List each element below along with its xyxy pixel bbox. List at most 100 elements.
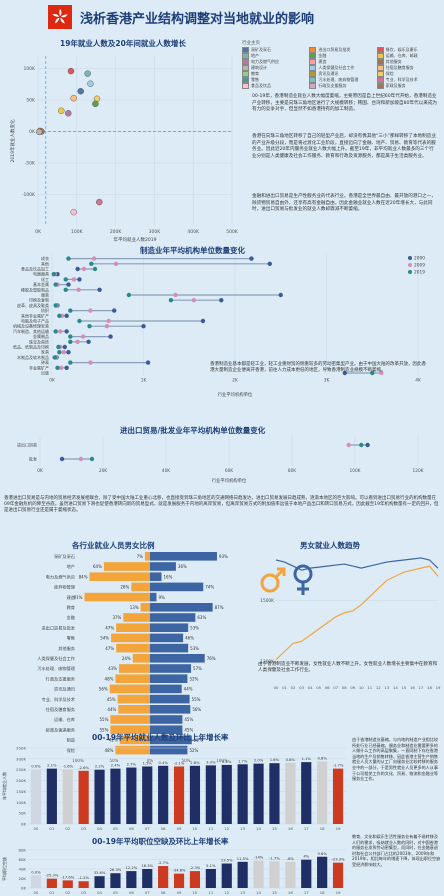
x-tick-label: 50% bbox=[110, 758, 119, 763]
x-tick-label: 06 bbox=[129, 826, 134, 831]
female-bar bbox=[117, 694, 150, 704]
rate-label: -1.2% bbox=[78, 876, 89, 880]
male-pct-label: 55% bbox=[192, 697, 201, 702]
row-label: 纺织 bbox=[41, 307, 49, 313]
legend-label: 金融 bbox=[318, 53, 327, 58]
gender-ratio-chart: 采矿及采石 7% 93% 地产 64% 36% 电力及燃气供应 84% 16% 废弃物管理 26% 7… bbox=[37, 552, 228, 763]
x-tick-label: 01 bbox=[49, 826, 54, 831]
x-tick-label: 100% bbox=[72, 758, 84, 763]
dot-point bbox=[80, 334, 86, 339]
text-female-growth: 由于香港制造业不断发展，女性就业人数不断上升。女性就业人数增长主要集中在教育和人… bbox=[258, 662, 438, 674]
y-axis-label: 平均职位空缺 bbox=[1, 857, 7, 881]
x-axis-label: 行业平均机构单位 bbox=[212, 477, 247, 484]
legend-label: 2019 bbox=[414, 270, 425, 276]
male-pct-label: 87% bbox=[215, 605, 224, 610]
scatter-point bbox=[35, 128, 43, 136]
x-tick-label: 14 bbox=[256, 890, 261, 895]
bar bbox=[173, 873, 185, 888]
male-pct-label: 36% bbox=[178, 564, 187, 569]
text-vacancy-analysis: 教育、文化和娱乐生活性服务业有着不易转移及人们的需求，吸纳就业人数的同时，对中国… bbox=[352, 834, 441, 867]
bar bbox=[221, 863, 232, 888]
x-tick-label: 15 bbox=[272, 890, 277, 895]
legend-swatch bbox=[242, 65, 249, 71]
female-pct-label: 42% bbox=[109, 738, 118, 743]
x-tick-label: 05 bbox=[113, 890, 118, 895]
rate-label: -2.1% bbox=[174, 761, 185, 765]
dot-point bbox=[61, 350, 67, 355]
x-tick-label: 16 bbox=[288, 826, 293, 831]
legend-item: 行政及支援服务 bbox=[309, 83, 374, 89]
female-bar bbox=[110, 725, 150, 734]
legend-swatch bbox=[309, 53, 317, 59]
dot-point bbox=[88, 360, 93, 365]
x-tick-label: 07 bbox=[333, 685, 338, 690]
x-tick-label: 09 bbox=[350, 685, 355, 690]
x-tick-label: 18 bbox=[320, 890, 325, 895]
dot-point bbox=[66, 282, 71, 287]
dot-point bbox=[64, 313, 69, 318]
row-label: 教育 bbox=[67, 604, 75, 611]
bar bbox=[301, 859, 312, 888]
dot-point bbox=[68, 339, 73, 344]
dot-point bbox=[92, 266, 98, 272]
legend-item: 电力及燃气供应 bbox=[242, 59, 307, 65]
row-label: 运输、仓库 bbox=[54, 716, 75, 723]
row-label: 成衣 bbox=[41, 255, 49, 261]
legend-item: 餐饮、娱乐及康乐 bbox=[376, 47, 442, 53]
female-bar bbox=[144, 552, 150, 561]
bar bbox=[269, 763, 280, 824]
rate-label: -25.3% bbox=[45, 874, 59, 878]
x-tick-label: 07 bbox=[145, 890, 150, 895]
x-tick-label: 100K bbox=[349, 468, 360, 474]
row-label: 化工 bbox=[41, 276, 49, 282]
dot-point bbox=[68, 334, 73, 339]
dot-point bbox=[359, 442, 364, 448]
dot-point bbox=[77, 318, 82, 324]
x-tick-label: 12 bbox=[376, 685, 381, 690]
rate-label: 2.2% bbox=[95, 765, 105, 769]
gender-bar-title: 各行业就业人员男女比例 bbox=[72, 541, 155, 550]
x-tick-label: 18 bbox=[427, 685, 432, 690]
female-bar bbox=[109, 684, 150, 694]
dot-point bbox=[97, 287, 102, 292]
female-pct-label: 13% bbox=[130, 605, 139, 610]
dot-point bbox=[66, 350, 71, 355]
x-tick-label: 1K bbox=[141, 378, 147, 384]
dot-point bbox=[56, 344, 61, 350]
bar bbox=[221, 764, 232, 824]
row-label: 采矿及采石 bbox=[54, 553, 75, 560]
dot-point bbox=[346, 442, 351, 448]
scatter-point bbox=[96, 198, 103, 206]
bar bbox=[317, 856, 328, 888]
x-tick-label: 17 bbox=[304, 890, 309, 895]
row-label: 出版 bbox=[41, 370, 49, 376]
x-tick-label: 100K bbox=[71, 229, 84, 235]
y-tick-label: 20K bbox=[18, 876, 26, 881]
rate-label: -8% bbox=[287, 857, 295, 861]
bar bbox=[46, 878, 57, 888]
male-bar bbox=[150, 735, 192, 745]
male-pct-label: 44% bbox=[184, 687, 193, 692]
scatter-title: 19年就业人数及20年间就业人数增长 bbox=[60, 39, 186, 48]
legend-label: 其他服务 bbox=[385, 59, 402, 64]
x-tick-label: 02 bbox=[65, 890, 70, 895]
row-label: 资讯及通讯 bbox=[54, 686, 76, 693]
row-label: 建造 bbox=[67, 594, 76, 601]
row-label: 其他非金属矿产 bbox=[21, 312, 49, 318]
legend-label: 行政及支援服务 bbox=[318, 83, 347, 88]
dot-point bbox=[342, 370, 347, 376]
legend-label: 运输、仓库、邮政 bbox=[385, 53, 418, 58]
x-tick-label: 00 bbox=[34, 890, 39, 895]
male-pct-label: 16% bbox=[164, 574, 173, 579]
x-tick-label: 09 bbox=[177, 826, 182, 831]
female-bar bbox=[119, 664, 150, 673]
y-tick-label: -100K bbox=[22, 192, 36, 198]
legend-item: 住宿及膳食服务 bbox=[376, 65, 442, 71]
dot-point bbox=[365, 442, 370, 448]
female-bar bbox=[118, 705, 150, 714]
scatter-chart: 0K 100K 200K 300K 400K 500K 100K 50K 0K -50K -100K… bbox=[9, 56, 239, 243]
x-tick-label: 02 bbox=[291, 685, 296, 690]
legend-label: 家政及服务 bbox=[385, 83, 406, 88]
male-pct-label: 45% bbox=[184, 717, 193, 722]
